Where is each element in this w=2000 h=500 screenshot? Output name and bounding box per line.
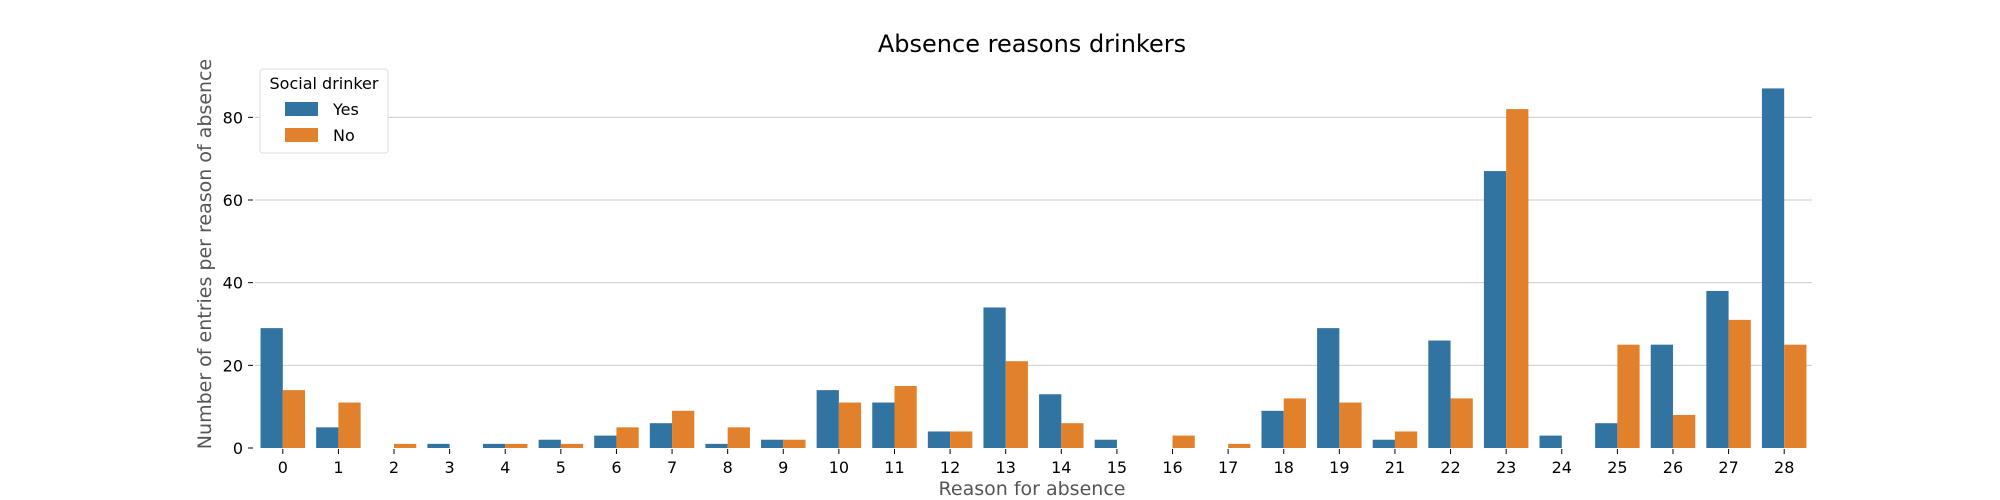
bar [282,390,306,448]
bar [672,410,695,448]
x-tick-label: 0 [278,458,288,477]
bar [1261,410,1284,448]
x-tick-label: 19 [1329,458,1349,477]
bar [1706,290,1729,448]
x-tick-label: 9 [778,458,788,477]
x-tick-label: 15 [1107,458,1127,477]
bar [594,435,617,448]
grid-layer [255,116,1812,366]
x-tick-label: 5 [556,458,566,477]
bar [1506,109,1529,449]
bar [316,427,339,448]
chart-title: Absence reasons drinkers [878,30,1186,58]
bar [1283,398,1306,448]
x-tick-label: 16 [1162,458,1182,477]
bar [761,439,784,448]
legend-swatch [285,128,318,142]
x-tick-label: 24 [1552,458,1572,477]
x-tick-label: 25 [1607,458,1627,477]
x-tick-label: 21 [1385,458,1405,477]
bar [338,402,361,448]
bar [260,328,283,448]
x-tick-label: 3 [445,458,455,477]
bar [838,402,862,448]
y-tick-label: 20 [223,356,243,375]
x-tick-label: 28 [1774,458,1794,477]
x-tick-label: 1 [333,458,343,477]
bar [983,307,1006,448]
bar [705,443,728,448]
legend-swatch [285,102,318,116]
x-tick-label: 18 [1274,458,1294,477]
x-tick-label: 11 [884,458,904,477]
bar [950,431,973,448]
x-tick-label: 2 [389,458,399,477]
bar [1339,402,1362,448]
bar [649,423,673,448]
bar [927,431,951,448]
legend-label: Yes [332,100,359,119]
legend-title: Social drinker [270,74,379,93]
series-no [282,109,1807,449]
bar [1172,435,1195,448]
bars-layer [260,88,1807,449]
y-tick-label: 60 [223,191,243,210]
bar [1539,435,1562,448]
y-axis: 0 20 40 60 80 [223,108,253,458]
bar [616,427,639,448]
bar [427,443,450,448]
x-tick-label: 8 [723,458,733,477]
bar [1784,344,1807,448]
x-axis: 0 1 2 3 4 5 6 7 8 9 10 11 12 13 14 15 16 17 18 19 21 22 23 24 25… [278,449,1794,477]
bar [482,443,506,448]
y-tick-label: 40 [223,274,243,293]
bar [727,427,750,448]
bar [1228,443,1251,448]
bar [1483,171,1507,449]
bar [1372,439,1395,448]
x-tick-label: 22 [1440,458,1460,477]
x-tick-label: 7 [667,458,677,477]
bar [1317,328,1340,448]
x-tick-label: 6 [611,458,621,477]
bar [1617,344,1640,448]
bar [1061,423,1084,448]
bar [394,443,417,448]
y-axis-label: Number of entries per reason of absence [194,59,216,449]
bar [1428,340,1451,448]
bar [894,386,917,448]
bar [1450,398,1473,448]
x-axis-label: Reason for absence [939,478,1126,500]
x-tick-label: 4 [500,458,510,477]
x-tick-label: 10 [829,458,849,477]
bar [1672,414,1696,448]
bar [1650,344,1673,448]
bar [783,439,806,448]
legend-label: No [333,126,355,145]
y-tick-label: 0 [233,439,243,458]
bar [872,402,895,448]
bar [816,390,839,448]
bar [1094,439,1117,448]
bar [1005,361,1028,448]
bar [538,439,561,448]
bar [1728,319,1751,448]
bar [1394,431,1418,448]
y-tick-label: 80 [223,108,243,127]
bar [1595,423,1618,448]
bar [1039,394,1062,448]
x-tick-label: 13 [996,458,1016,477]
x-tick-label: 26 [1663,458,1683,477]
x-tick-label: 17 [1218,458,1238,477]
legend: Social drinker Yes No [259,68,389,154]
bar [560,443,584,448]
x-tick-label: 23 [1496,458,1516,477]
x-tick-label: 27 [1718,458,1738,477]
bar [1761,88,1785,449]
bar [505,443,528,448]
x-tick-label: 14 [1051,458,1071,477]
x-tick-label: 12 [940,458,960,477]
series-yes [260,88,1785,449]
